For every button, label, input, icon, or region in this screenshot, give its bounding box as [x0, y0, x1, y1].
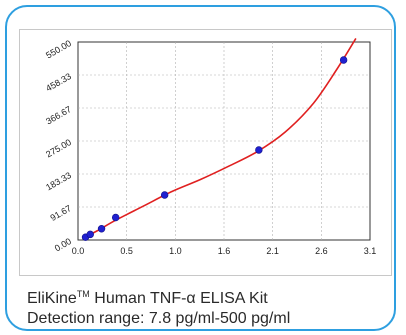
product-card: 0.0 0.5 1.0 1.6 2.1 2.6 3.1 0.00 91.67 183.33 275.… — [5, 5, 396, 331]
x-tick-label: 1.0 — [169, 246, 182, 256]
data-point — [97, 225, 106, 233]
y-tick-label: 366.67 — [44, 104, 73, 126]
y-tick-label: 458.33 — [44, 71, 73, 93]
y-tick-label: 0.00 — [53, 236, 73, 253]
data-point — [255, 146, 263, 154]
trademark-mark: TM — [76, 289, 90, 299]
data-point — [160, 191, 169, 199]
fitted-curve — [82, 38, 357, 239]
y-tick-label: 275.00 — [44, 137, 73, 159]
product-name-rest: Human TNF-α ELISA Kit — [89, 290, 268, 307]
y-tick-label: 91.67 — [48, 203, 73, 223]
product-name-prefix: EliKine — [27, 290, 77, 307]
x-tick-label: 2.1 — [266, 246, 279, 256]
x-tick-label: 0.5 — [120, 246, 133, 256]
x-tick-label: 1.6 — [218, 246, 231, 256]
standard-curve-chart: 0.0 0.5 1.0 1.6 2.1 2.6 3.1 0.00 91.67 183.33 275.… — [19, 29, 392, 276]
detection-range: Detection range: 7.8 pg/ml-500 pg/ml — [27, 310, 291, 327]
data-point — [111, 213, 120, 222]
data-point — [86, 230, 94, 239]
x-tick-label: 0.0 — [72, 246, 85, 256]
product-title: EliKineTM Human TNF-α ELISA Kit — [27, 284, 290, 309]
y-tick-label: 183.33 — [44, 170, 73, 192]
chart-svg: 0.0 0.5 1.0 1.6 2.1 2.6 3.1 0.00 91.67 183.33 275.… — [44, 38, 377, 256]
caption: EliKineTM Human TNF-α ELISA Kit Detectio… — [27, 284, 290, 329]
data-point — [339, 56, 348, 64]
x-tick-label: 3.1 — [364, 246, 377, 256]
y-tick-label: 550.00 — [44, 38, 73, 60]
x-tick-label: 2.6 — [315, 246, 328, 256]
